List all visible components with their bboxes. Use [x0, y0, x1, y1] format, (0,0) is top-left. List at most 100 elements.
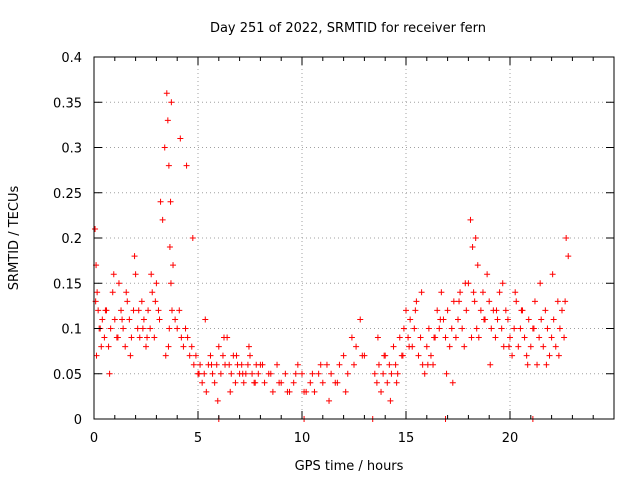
data-point: [394, 370, 401, 377]
data-point: [145, 307, 152, 314]
data-point: [110, 271, 117, 278]
data-point: [252, 379, 259, 386]
data-point: [132, 271, 139, 278]
y-tick-label: 0.35: [53, 96, 82, 111]
data-point: [418, 289, 425, 296]
data-point: [165, 343, 172, 350]
data-point: [446, 343, 453, 350]
data-point: [208, 361, 215, 368]
data-point: [527, 343, 534, 350]
data-point: [119, 316, 126, 323]
data-point: [470, 289, 477, 296]
data-point: [457, 289, 464, 296]
data-point: [496, 289, 503, 296]
data-point: [427, 352, 434, 359]
data-point: [417, 334, 424, 341]
data-point: [301, 388, 308, 395]
data-point: [521, 334, 528, 341]
data-point: [525, 316, 532, 323]
data-point: [228, 370, 235, 377]
chart-title: Day 251 of 2022, SRMTID for receiver fer…: [210, 21, 486, 36]
data-point: [144, 334, 151, 341]
data-point: [182, 325, 189, 332]
data-point: [513, 298, 520, 305]
y-tick-label: 0.3: [61, 142, 82, 157]
data-point: [307, 379, 314, 386]
data-point: [400, 325, 407, 332]
data-point: [139, 325, 146, 332]
data-point: [334, 379, 341, 386]
data-point: [124, 298, 131, 305]
y-tick-label: 0.1: [61, 323, 82, 338]
data-point: [396, 334, 403, 341]
data-point: [214, 397, 221, 404]
data-point: [109, 289, 116, 296]
data-point: [399, 352, 406, 359]
data-point: [555, 352, 562, 359]
data-point: [276, 379, 283, 386]
data-point: [192, 352, 199, 359]
data-point: [151, 334, 158, 341]
data-point: [492, 334, 499, 341]
data-point: [211, 379, 218, 386]
y-tick-label: 0.4: [61, 51, 82, 66]
data-point: [357, 316, 364, 323]
data-point: [244, 361, 251, 368]
data-point: [161, 144, 168, 151]
data-point: [548, 334, 555, 341]
data-point: [170, 262, 177, 269]
data-point: [386, 361, 393, 368]
data-point: [455, 316, 461, 323]
data-point: [163, 90, 170, 97]
data-point: [450, 298, 457, 305]
data-point: [499, 280, 506, 287]
data-point: [424, 361, 431, 368]
y-tick-label: 0.2: [61, 232, 82, 247]
grid: [94, 57, 614, 419]
data-point: [375, 361, 382, 368]
data-point: [475, 334, 482, 341]
data-point: [127, 352, 134, 359]
data-point: [101, 334, 108, 341]
data-point: [152, 298, 159, 305]
data-point: [407, 316, 414, 323]
data-point: [240, 379, 247, 386]
data-point: [323, 361, 330, 368]
data-point: [115, 280, 122, 287]
data-point: [102, 307, 109, 314]
data-point: [340, 352, 347, 359]
data-point: [561, 334, 568, 341]
data-point: [261, 379, 268, 386]
data-point: [176, 307, 183, 314]
data-point: [515, 343, 522, 350]
data-point: [534, 361, 541, 368]
data-point: [199, 379, 206, 386]
data-point: [255, 370, 262, 377]
data-point: [493, 307, 500, 314]
data-point: [239, 370, 246, 377]
data-point: [226, 361, 233, 368]
data-point: [415, 352, 422, 359]
data-point: [166, 325, 173, 332]
data-point: [172, 316, 179, 323]
data-point: [380, 370, 387, 377]
data-point: [494, 316, 501, 323]
data-point: [95, 307, 102, 314]
data-point: [405, 334, 412, 341]
data-point: [444, 307, 451, 314]
data-point: [353, 343, 360, 350]
data-point: [384, 379, 391, 386]
data-point: [448, 325, 455, 332]
data-point: [554, 298, 561, 305]
data-point: [374, 334, 381, 341]
data-point: [390, 343, 397, 350]
data-point: [487, 361, 494, 368]
data-point: [122, 343, 129, 350]
data-point: [393, 379, 400, 386]
data-point: [505, 343, 512, 350]
data-point: [552, 343, 559, 350]
data-point: [106, 370, 113, 377]
data-point: [155, 307, 162, 314]
x-tick-label: 20: [502, 431, 519, 446]
data-point: [378, 388, 385, 395]
